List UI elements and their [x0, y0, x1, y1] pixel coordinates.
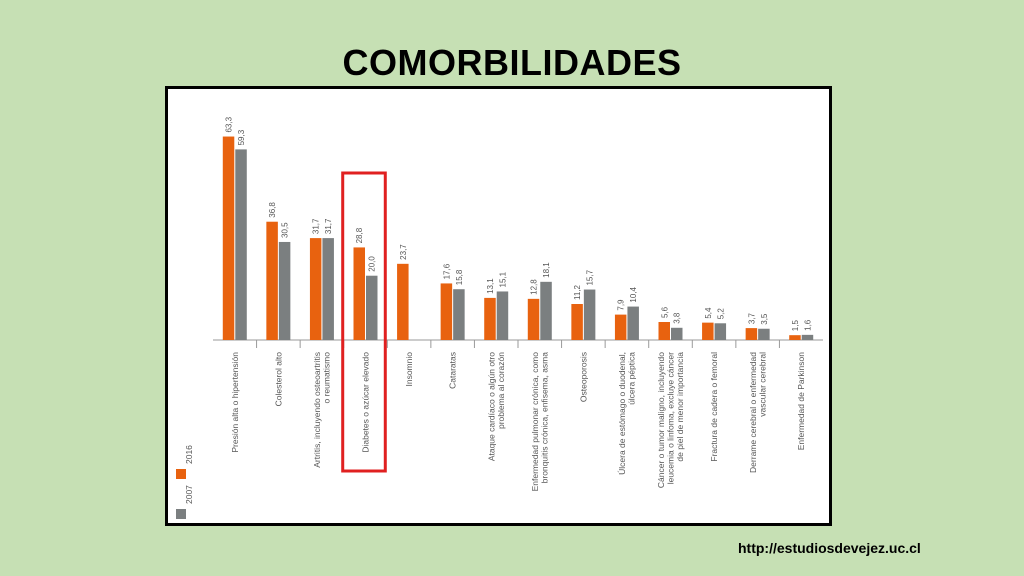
data-label: 20,0: [368, 256, 377, 272]
data-label: 3,8: [673, 312, 682, 324]
bar-2007-0: [235, 149, 247, 340]
category-label: Insomnio: [404, 352, 414, 387]
bar-2007-7: [540, 281, 552, 340]
bar-2016-0: [222, 136, 235, 340]
data-label: 15,8: [455, 269, 464, 285]
bar-2007-2: [322, 238, 334, 340]
data-label: 59,3: [237, 129, 246, 145]
category-label: problema al corazón: [496, 352, 506, 429]
data-label: 13,1: [486, 278, 495, 294]
category-label: Osteoporosis: [578, 352, 588, 402]
category-label: úlcera péptica: [627, 352, 637, 405]
bar-2007-8: [583, 289, 596, 340]
legend-label-2016: 2016: [184, 445, 194, 464]
slide-title: COMORBILIDADES: [342, 42, 682, 83]
bar-2007-5: [453, 289, 465, 340]
bar-2016-3: [353, 247, 365, 340]
highlight-box: [341, 171, 387, 473]
bar-2016-11: [702, 322, 714, 340]
data-label: 3,5: [760, 313, 769, 325]
category-label: Derrame cerebral o enfermedad: [748, 352, 758, 473]
data-label: 31,7: [312, 218, 321, 234]
bar-2007-11: [714, 323, 727, 340]
data-label: 18,1: [542, 262, 551, 278]
data-label: 5,6: [660, 306, 669, 318]
data-label: 7,9: [617, 299, 626, 311]
bar-2016-13: [789, 335, 801, 340]
category-label: leucemia o linfoma, excluye cáncer: [666, 352, 676, 484]
data-label: 15,1: [498, 271, 507, 287]
bar-2016-5: [440, 283, 453, 340]
chart-frame: 63,3 59,3 Presión alta o hipertensión 36,8 3…: [165, 86, 832, 526]
bar-2016-4: [397, 263, 409, 340]
bar-2016-8: [571, 304, 583, 340]
bar-chart: 63,359,3 Presión alta o hipertensión 36,8 3…: [176, 116, 823, 519]
category-label: Enfermedad pulmonar crónica, como: [530, 352, 540, 492]
bar-2007-9: [627, 306, 639, 340]
data-label: 15,7: [586, 269, 595, 285]
category-label: Cataratas: [448, 352, 458, 389]
legend-swatch-2007: [176, 509, 186, 519]
category-label: vascular cerebral: [757, 352, 767, 417]
bar-2007-12: [758, 328, 770, 340]
data-label: 31,7: [324, 218, 333, 234]
data-label: 63,3: [225, 116, 234, 132]
category-label: Úlcera de estómago o duodenal,: [617, 352, 627, 475]
data-label: 3,7: [747, 312, 756, 324]
category-label: Enfermedad de Parkinson: [796, 352, 806, 451]
bar-2007-6: [496, 291, 509, 340]
bar-2016-6: [484, 297, 496, 340]
bar-2007-10: [671, 327, 683, 340]
bar-2007-3: [366, 275, 378, 340]
bar-2016-2: [309, 238, 322, 340]
bar-2007-13: [801, 334, 814, 340]
data-label: 1,5: [791, 320, 800, 332]
data-label: 5,2: [716, 308, 725, 320]
source-url[interactable]: http://estudiosdevejez.uc.cl: [738, 540, 921, 556]
category-label: Fractura de cadera o femoral: [709, 352, 719, 462]
data-label: 23,7: [399, 244, 408, 260]
bar-2007-1: [278, 241, 291, 340]
category-label: Colesterol alto: [273, 352, 283, 407]
bar-2016-12: [745, 328, 758, 340]
category-label: bronquitis crónica, enfisema, asma: [540, 352, 550, 484]
data-label: 36,8: [268, 202, 277, 218]
data-label: 10,4: [629, 286, 638, 302]
bar-2016-10: [658, 322, 670, 340]
data-label: 1,6: [803, 319, 812, 331]
category-label: Artritis, incluyendo osteoartritis: [312, 352, 322, 468]
category-label: Diabetes o azúcar elevado: [361, 352, 371, 453]
category-label: Ataque cardíaco o algún otro: [486, 352, 496, 461]
category-label: Cáncer o tumor maligno, incluyendo: [656, 352, 666, 488]
category-label: Presión alta o hipertensión: [230, 352, 240, 453]
data-label: 28,8: [355, 227, 364, 243]
bar-2016-9: [614, 314, 627, 340]
bar-2016-1: [266, 221, 278, 340]
data-label: 30,5: [281, 222, 290, 238]
bar-2016-7: [527, 298, 540, 340]
legend-swatch-2016: [176, 469, 186, 479]
category-label: o reumatismo: [322, 352, 332, 404]
category-label: de piel de menor importancia: [675, 352, 685, 462]
data-label: 5,4: [704, 307, 713, 319]
data-label: 11,2: [573, 284, 582, 300]
data-label: 12,8: [530, 279, 539, 295]
legend-label-2007: 2007: [184, 485, 194, 504]
data-label: 17,6: [442, 263, 451, 279]
